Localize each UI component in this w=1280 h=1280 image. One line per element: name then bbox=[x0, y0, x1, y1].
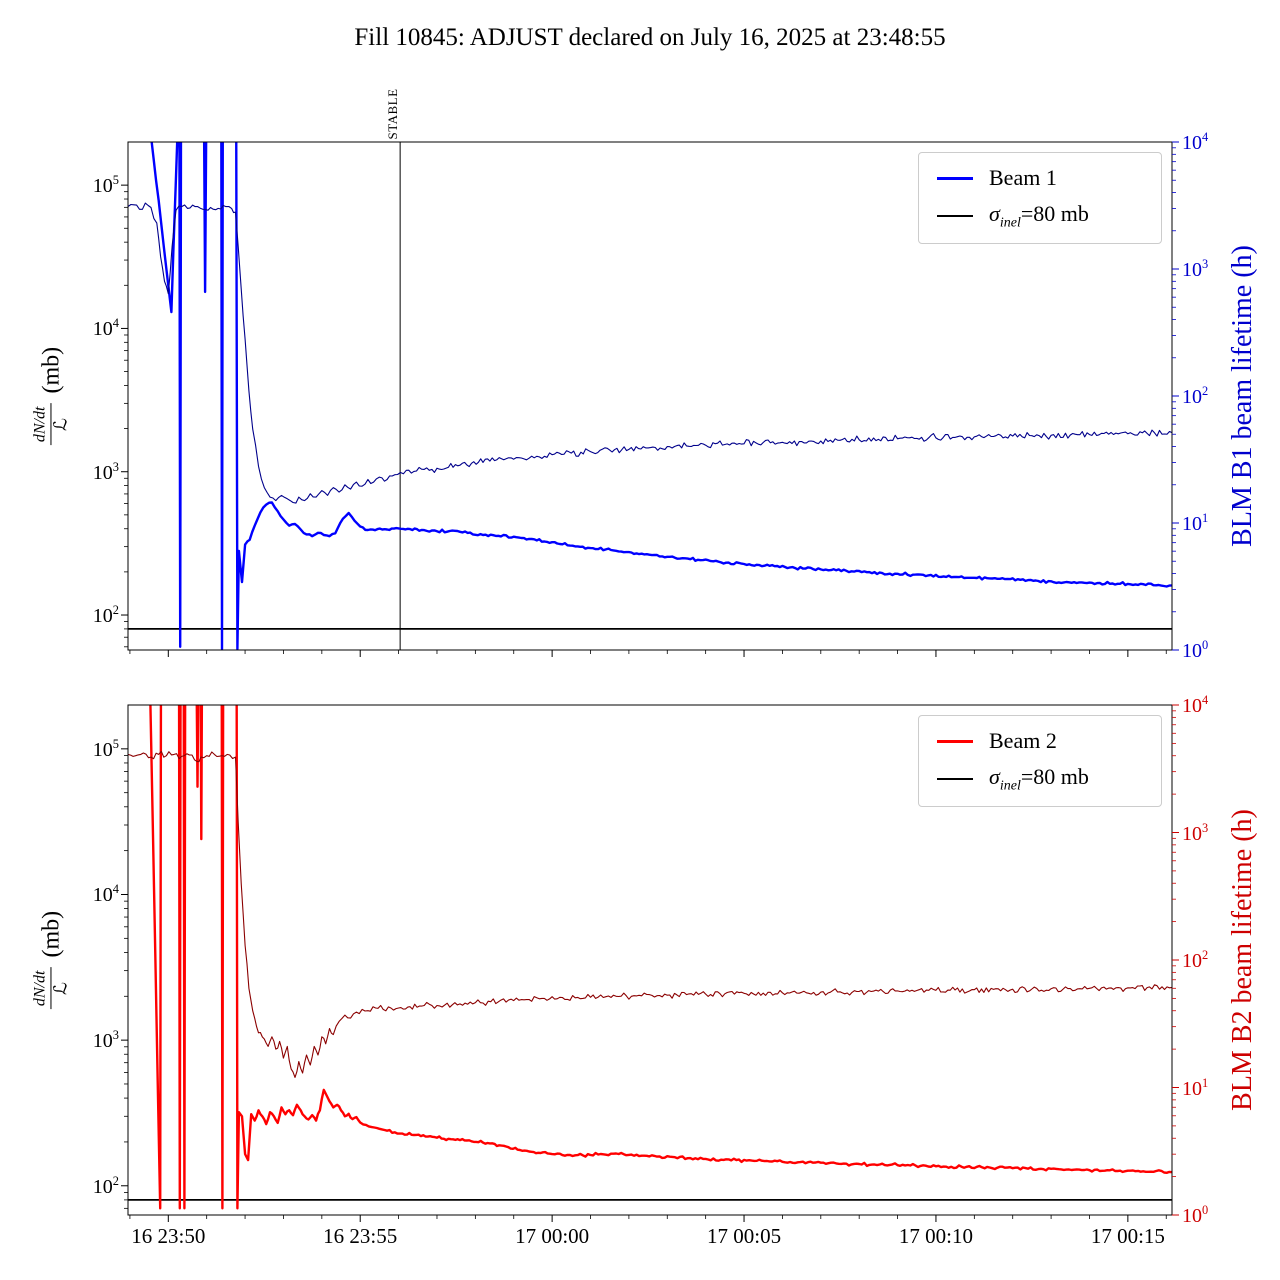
beam2-dndt-over-luminosity-line bbox=[149, 705, 1172, 1210]
blm-b1-beam-lifetime-line bbox=[128, 202, 1172, 504]
axes-frame bbox=[127, 704, 1173, 1216]
blm-b2-beam-lifetime-line bbox=[128, 750, 1172, 1078]
beam1-dndt-over-luminosity-line bbox=[150, 142, 1172, 650]
figure-title: Fill 10845: ADJUST declared on July 16, … bbox=[354, 24, 946, 51]
axes-frame bbox=[127, 141, 1173, 651]
